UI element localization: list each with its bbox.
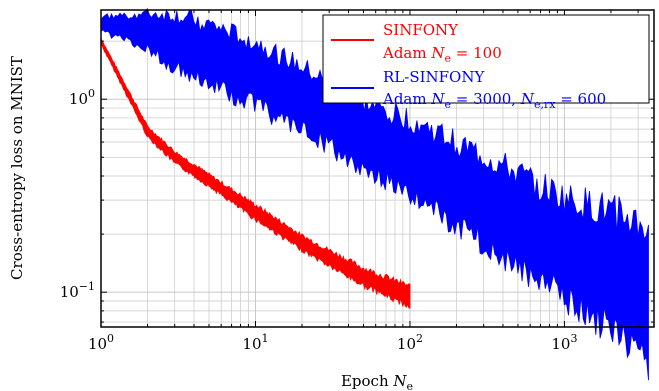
x-tick-label: 101 [242,332,268,353]
legend-detail-rl-sinfony: Adam Ne = 3000, Ne,rx = 600 [382,90,606,111]
legend: SINFONY Adam Ne = 100 RL-SINFONY Adam Ne… [322,14,650,111]
legend-box [322,14,650,104]
x-tick-label: 102 [397,332,423,353]
plot-frame [100,9,655,328]
series-band-0 [100,38,411,309]
y-axis-label: Cross-entropy loss on MNIST [8,56,26,280]
y-tick-label: 10−1 [60,280,95,301]
series-band-1 [100,7,649,381]
legend-detail-sinfony: Adam Ne = 100 [382,44,502,65]
x-tick-label: 103 [551,332,577,353]
x-tick-label: 100 [88,332,114,353]
legend-label-sinfony: SINFONY [383,21,459,39]
y-tick-label: 100 [69,87,95,108]
axis-ticks: 100 101 102 103 100 10−1 [60,10,654,353]
x-axis-label: Epoch Ne [341,372,413,391]
legend-label-rl-sinfony: RL-SINFONY [383,68,485,86]
series-bands [100,7,649,381]
